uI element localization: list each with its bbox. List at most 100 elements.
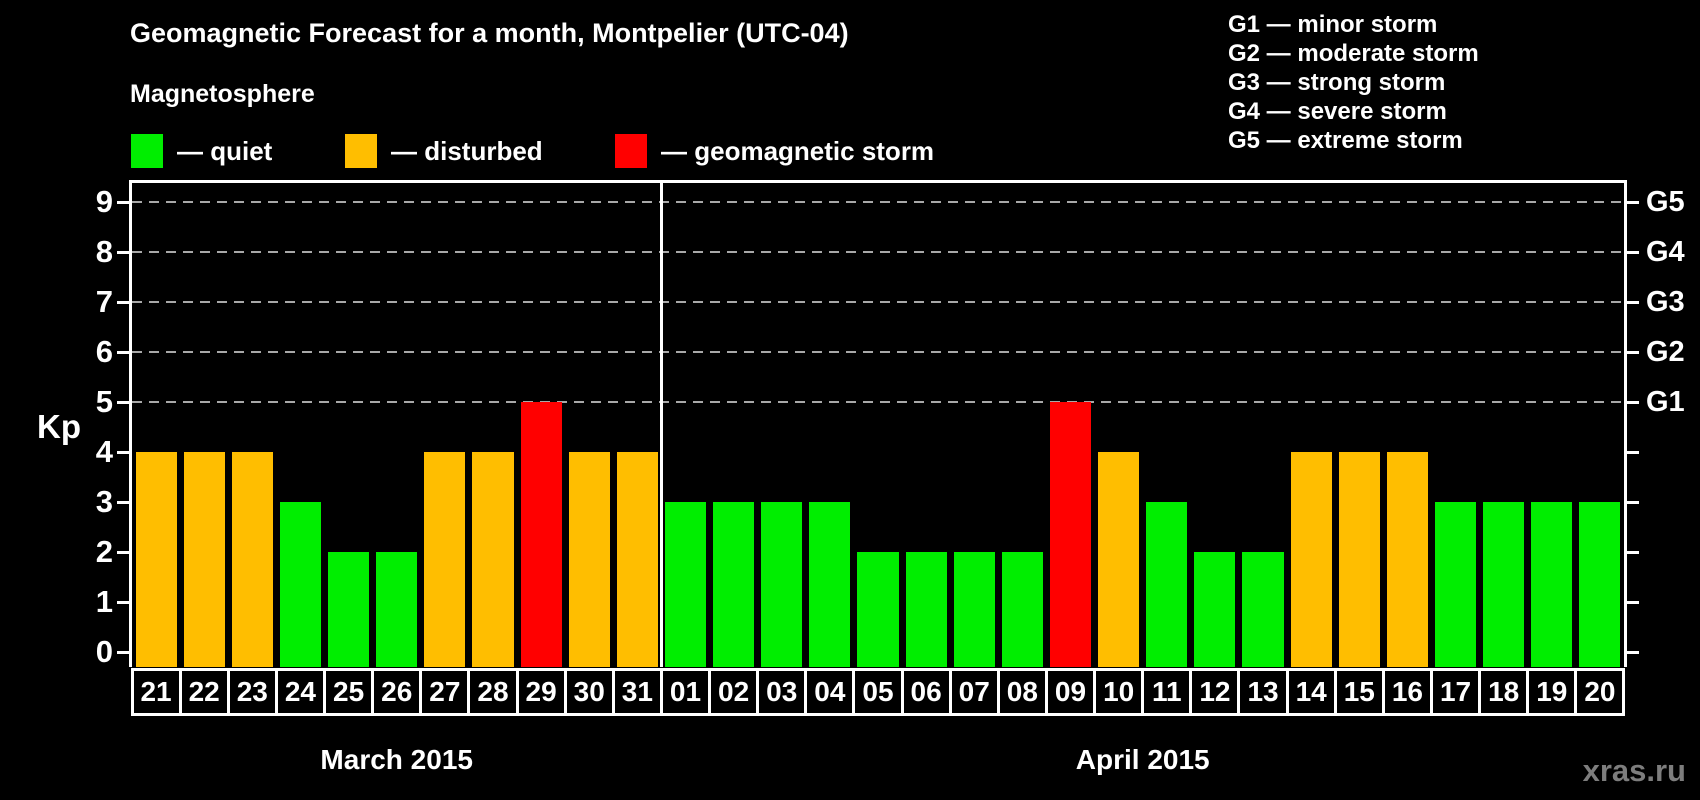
storm-swatch-icon	[615, 134, 647, 168]
kp-bar-day-02	[713, 502, 755, 667]
y-tick-label-9: 9	[95, 184, 113, 219]
kp-bar-day-01	[664, 502, 707, 667]
kp-bar-day-29	[520, 402, 562, 667]
day-box-11: 11	[1141, 668, 1193, 716]
y-tick-left-1	[117, 601, 129, 604]
day-box-18: 18	[1478, 668, 1530, 716]
day-box-27: 27	[419, 668, 471, 716]
kp-bar-day-24	[279, 502, 321, 667]
y-tick-right-1	[1627, 601, 1639, 604]
kp-bar-day-18	[1483, 502, 1525, 667]
month-label-april: April 2015	[1075, 744, 1210, 775]
legend-label-disturbed: — disturbed	[391, 135, 543, 166]
day-box-17: 17	[1429, 668, 1482, 716]
day-box-13: 13	[1237, 668, 1289, 716]
gridline-kp-7	[132, 301, 1624, 303]
y-tick-left-6	[117, 351, 129, 354]
day-box-10: 10	[1093, 668, 1145, 716]
day-box-29: 29	[515, 668, 567, 716]
day-box-19: 19	[1526, 668, 1578, 716]
y-tick-left-2	[117, 551, 129, 554]
day-box-03: 03	[756, 668, 808, 716]
y-tick-label-6: 6	[95, 334, 113, 369]
g-level-label-G5: G5	[1646, 186, 1685, 218]
kp-bar-day-03	[761, 502, 803, 667]
month-separator-line	[659, 183, 663, 667]
y-tick-label-4: 4	[95, 434, 113, 469]
quiet-swatch-icon	[131, 134, 163, 168]
g-level-label-G4: G4	[1646, 236, 1685, 268]
kp-bar-day-31	[616, 452, 658, 667]
day-box-12: 12	[1189, 668, 1241, 716]
day-box-06: 06	[900, 668, 952, 716]
y-tick-right-2	[1627, 551, 1639, 554]
y-tick-label-2: 2	[95, 534, 113, 569]
y-tick-label-8: 8	[95, 234, 113, 269]
day-box-09: 09	[1044, 668, 1097, 716]
day-box-24: 24	[274, 668, 326, 716]
kp-bar-day-16	[1386, 452, 1428, 667]
kp-bar-day-20	[1579, 502, 1621, 667]
g-level-label-G2: G2	[1646, 336, 1685, 368]
y-tick-left-3	[117, 501, 129, 504]
y-tick-label-3: 3	[95, 484, 113, 519]
watermark: xras.ru	[1582, 753, 1686, 788]
y-tick-right-5	[1627, 401, 1639, 404]
kp-bar-day-27	[424, 452, 466, 667]
legend-item-quiet: — quiet	[131, 134, 272, 168]
kp-bar-day-26	[376, 552, 418, 667]
y-tick-left-7	[117, 301, 129, 304]
day-box-25: 25	[323, 668, 375, 716]
y-tick-left-5	[117, 401, 129, 404]
day-box-07: 07	[948, 668, 1000, 716]
disturbed-swatch-icon	[345, 134, 377, 168]
legend-label-quiet: — quiet	[177, 135, 273, 166]
day-box-01: 01	[659, 668, 712, 716]
y-axis-right	[1624, 180, 1627, 667]
kp-bar-day-25	[328, 552, 370, 667]
kp-bar-day-19	[1531, 502, 1573, 667]
gridline-kp-8	[132, 251, 1624, 253]
kp-bar-day-04	[809, 502, 851, 667]
kp-bar-day-08	[1001, 552, 1043, 667]
day-box-16: 16	[1381, 668, 1433, 716]
g-legend-line-2: G2 — moderate storm	[1228, 40, 1479, 67]
kp-bar-day-30	[568, 452, 610, 667]
chart-title: Geomagnetic Forecast for a month, Montpe…	[130, 18, 849, 48]
y-axis-label-kp: Kp	[37, 408, 81, 445]
g-legend-line-1: G1 — minor storm	[1228, 11, 1438, 38]
kp-bar-day-22	[183, 452, 225, 667]
kp-bar-day-21	[135, 452, 177, 667]
y-tick-right-7	[1627, 301, 1639, 304]
g-level-label-G1: G1	[1646, 386, 1685, 418]
kp-bar-day-06	[905, 552, 947, 667]
kp-bar-day-17	[1434, 502, 1477, 667]
y-tick-label-1: 1	[95, 584, 113, 619]
y-tick-right-3	[1627, 501, 1639, 504]
plot-top-border	[129, 180, 1627, 183]
day-box-30: 30	[563, 668, 615, 716]
g-level-label-G3: G3	[1646, 286, 1685, 318]
kp-bar-day-23	[231, 452, 273, 667]
gridline-kp-6	[132, 351, 1624, 353]
y-tick-right-4	[1627, 451, 1639, 454]
y-tick-label-5: 5	[95, 384, 113, 419]
y-tick-right-6	[1627, 351, 1639, 354]
day-box-15: 15	[1333, 668, 1385, 716]
y-tick-left-9	[117, 201, 129, 204]
day-box-28: 28	[467, 668, 519, 716]
kp-bar-day-28	[472, 452, 514, 667]
g-storm-legend: G1 — minor storm G2 — moderate storm G3 — …	[1228, 10, 1479, 155]
legend-heading-magnetosphere: Magnetosphere	[130, 80, 315, 108]
kp-bar-day-10	[1098, 452, 1140, 667]
g-legend-line-5: G5 — extreme storm	[1228, 127, 1463, 154]
day-box-23: 23	[226, 668, 278, 716]
kp-bar-day-11	[1146, 502, 1188, 667]
day-box-08: 08	[996, 668, 1048, 716]
kp-bar-day-07	[953, 552, 995, 667]
day-box-31: 31	[611, 668, 663, 716]
y-tick-label-7: 7	[95, 284, 113, 319]
day-box-04: 04	[804, 668, 856, 716]
day-box-02: 02	[708, 668, 760, 716]
month-label-march: March 2015	[320, 744, 473, 775]
